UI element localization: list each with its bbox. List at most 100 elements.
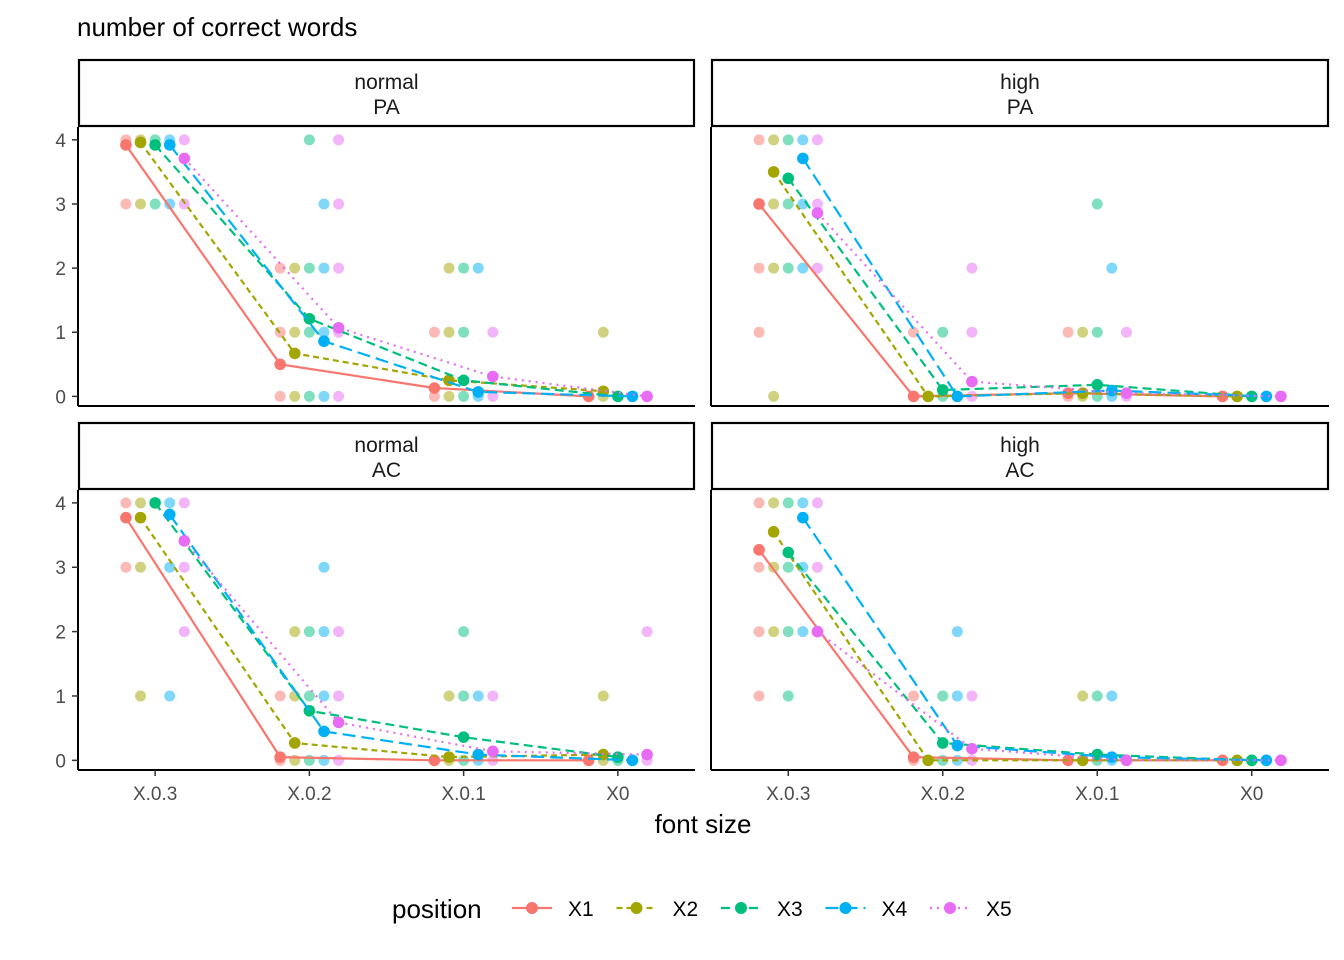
data-point-x3 (937, 326, 949, 338)
mean-point-x5 (1120, 754, 1133, 767)
data-point-x2 (135, 561, 147, 573)
data-point-x5 (641, 626, 653, 638)
mean-point-x3 (457, 374, 470, 387)
mean-point-x3 (612, 751, 624, 763)
mean-point-x3 (149, 497, 161, 509)
data-point-x5 (333, 690, 345, 702)
data-point-x4 (318, 754, 330, 766)
strip-label: high (1000, 434, 1040, 457)
mean-point-x4 (472, 748, 485, 761)
mean-point-x2 (767, 166, 780, 178)
mean-point-x4 (951, 390, 964, 403)
legend-key-point (839, 902, 852, 914)
data-point-x1 (753, 690, 765, 702)
data-point-x4 (797, 626, 809, 638)
mean-line-x1 (125, 144, 589, 398)
data-point-x5 (811, 262, 823, 274)
mean-line-x1 (758, 549, 1223, 762)
data-point-x5 (178, 497, 190, 509)
y-tick-label: 3 (55, 558, 66, 579)
data-point-x2 (768, 198, 780, 210)
mean-point-x4 (318, 335, 330, 348)
data-point-x5 (178, 626, 190, 638)
data-point-x4 (318, 690, 330, 702)
data-point-x5 (487, 690, 499, 702)
mean-line-x2 (772, 171, 1238, 398)
data-point-x4 (164, 198, 176, 210)
mean-point-x5 (811, 207, 824, 219)
data-point-x3 (937, 690, 949, 702)
x-axis-title: font size (655, 809, 752, 839)
y-tick-label: 0 (55, 751, 66, 772)
data-point-x2 (597, 326, 609, 338)
data-point-x3 (303, 626, 315, 638)
data-point-x5 (333, 262, 345, 274)
data-point-x4 (472, 262, 484, 274)
data-point-x3 (149, 198, 161, 210)
mean-point-x5 (966, 375, 978, 388)
mean-point-x1 (428, 382, 441, 394)
data-point-x4 (164, 690, 176, 702)
mean-point-x1 (120, 139, 132, 151)
data-point-x3 (303, 690, 315, 702)
data-point-x3 (458, 262, 470, 274)
legend-title: position (392, 894, 482, 924)
mean-point-x1 (274, 751, 286, 763)
mean-point-x2 (767, 526, 780, 538)
mean-point-x4 (1260, 390, 1273, 403)
mean-line-x5 (183, 157, 648, 398)
data-point-x4 (318, 561, 330, 573)
mean-point-x4 (163, 508, 176, 521)
mean-point-x2 (922, 390, 934, 403)
data-point-x3 (782, 497, 794, 509)
data-point-x2 (443, 690, 455, 702)
mean-point-x4 (626, 754, 639, 767)
strip-label: high (1000, 71, 1040, 94)
data-point-x1 (908, 690, 920, 702)
mean-point-x4 (797, 511, 809, 524)
y-tick-label: 1 (55, 687, 66, 708)
x-tick-label: X.0.2 (921, 784, 965, 805)
data-point-x3 (782, 198, 794, 210)
data-point-x4 (1106, 690, 1118, 702)
data-point-x4 (164, 561, 176, 573)
data-point-x3 (458, 690, 470, 702)
y-tick-label: 2 (55, 623, 66, 644)
data-point-x1 (753, 497, 765, 509)
mean-point-x4 (797, 152, 809, 165)
data-point-x1 (274, 262, 286, 274)
legend-item-x3: X3 (777, 898, 803, 921)
data-point-x3 (458, 326, 470, 338)
mean-point-x4 (318, 725, 330, 738)
legend: position X1 X2 X3 X4 X5 (392, 894, 1012, 924)
mean-point-x5 (178, 535, 191, 547)
data-point-x3 (782, 134, 794, 146)
mean-point-x3 (936, 737, 949, 749)
mean-point-x4 (951, 739, 964, 752)
data-point-x1 (428, 326, 440, 338)
legend-item-x1: X1 (568, 898, 594, 921)
data-point-x1 (274, 390, 286, 402)
data-point-x5 (487, 390, 499, 402)
strip-label: AC (372, 459, 401, 482)
data-point-x1 (1062, 326, 1074, 338)
data-point-x5 (811, 497, 823, 509)
data-point-x4 (472, 690, 484, 702)
data-point-x2 (289, 390, 301, 402)
data-point-x5 (966, 262, 978, 274)
data-point-x5 (1120, 326, 1132, 338)
data-point-x1 (274, 690, 286, 702)
mean-point-x2 (922, 754, 934, 767)
mean-point-x1 (753, 544, 765, 556)
data-point-x5 (811, 561, 823, 573)
data-point-x2 (289, 626, 301, 638)
mean-point-x5 (487, 370, 499, 383)
mean-line-x4 (801, 157, 1267, 398)
data-point-x2 (1077, 326, 1089, 338)
data-point-x3 (1091, 326, 1103, 338)
mean-point-x1 (907, 751, 920, 763)
data-point-x5 (333, 198, 345, 210)
mean-point-x5 (641, 748, 653, 761)
